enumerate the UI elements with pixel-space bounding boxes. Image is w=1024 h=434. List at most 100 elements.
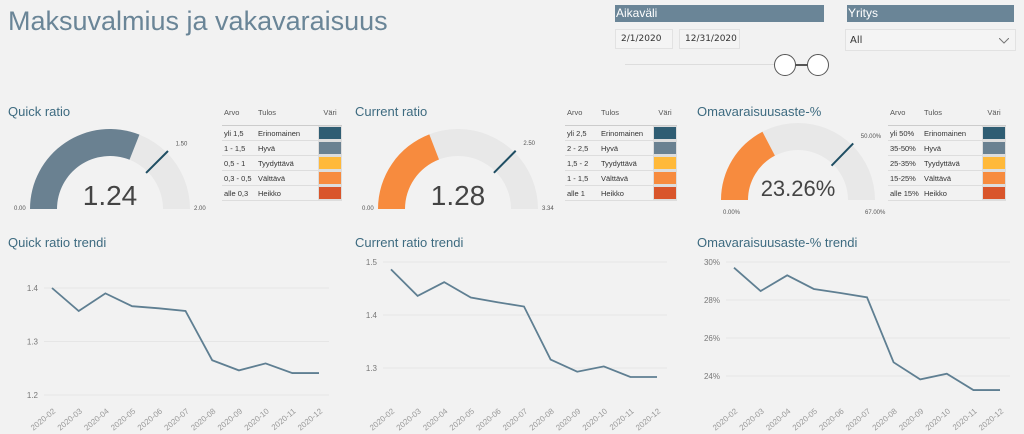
legend-range: 2 - 2,5 [567,143,589,153]
x-tick-label: 2020-08 [189,406,218,432]
legend-range: alle 15% [890,188,919,198]
x-tick-label: 2020-03 [395,406,424,432]
company-dropdown-value: All [850,35,863,46]
date-slider-track[interactable] [625,64,815,65]
legend-color-swatch [318,171,342,185]
legend-result: Erinomainen [601,128,644,138]
x-tick-label: 2020-11 [270,406,298,432]
x-tick-label: 2020-11 [951,406,979,432]
y-tick-label: 30% [704,258,720,267]
x-tick-label: 2020-04 [82,406,111,432]
chart-title: Omavaraisuusaste-% trendi [697,235,858,250]
legend-color-swatch [982,186,1006,200]
legend-range: 0,5 - 1 [224,158,246,168]
gauge-value: 1.28 [431,180,486,211]
trend-line [390,268,657,378]
gauge-title: Omavaraisuusaste-% [697,104,822,119]
legend-color-swatch [982,171,1006,185]
period-slicer: Aikaväli [615,5,824,22]
legend-table: Arvo Tulos Väri yli 50% Erinomainen 35-50% Hyv… [888,108,1006,201]
gauge-value: 1.24 [83,180,138,211]
y-tick-label: 1.2 [27,391,39,400]
end-date-input[interactable]: 12/31/2020 [679,29,740,49]
legend-column-header[interactable]: Arvo [567,108,583,117]
gauge-title: Quick ratio [8,104,71,119]
legend-row: yli 50% Erinomainen [888,126,1006,141]
x-tick-label: 2020-12 [977,406,1006,432]
gauge-min-label: 0.00 [14,206,26,212]
line-chart: 1.31.41.52020-022020-032020-042020-05202… [366,258,667,432]
y-tick-label: 1.4 [27,284,39,293]
gauge-target-label: 50.00% [861,134,882,140]
company-slicer-header: Yritys [847,5,1014,22]
legend-column-header[interactable]: Arvo [890,108,906,117]
legend-color-swatch [318,186,342,200]
legend-column-header[interactable]: Tulos [924,108,943,117]
y-tick-label: 28% [704,296,720,305]
x-tick-label: 2020-06 [136,406,165,432]
legend-header: Arvo Tulos Väri [565,108,677,126]
company-dropdown[interactable]: All [845,29,1016,51]
date-slider-start-handle[interactable] [774,54,796,76]
gauge: 1.24 0.00 2.00 1.50 [14,128,206,212]
legend-result: Välttävä [601,173,629,183]
gauge-max-label: 67.00% [865,210,886,216]
legend-result: Erinomainen [258,128,301,138]
x-tick-label: 2020-06 [817,406,846,432]
legend-result: Hyvä [258,143,276,153]
legend-result: Heikko [258,188,281,198]
date-slider-end-handle[interactable] [807,54,829,76]
gauge-fill [30,128,140,209]
x-tick-label: 2020-07 [501,406,530,432]
legend-range: 0,3 - 0,5 [224,173,252,183]
legend-row: alle 0,3 Heikko [222,186,342,201]
legend-table: Arvo Tulos Väri yli 2,5 Erinomainen 2 - 2,5 Hy… [565,108,677,201]
y-tick-label: 26% [704,334,720,343]
legend-result: Tyydyttävä [258,158,294,168]
legend-range: alle 0,3 [224,188,249,198]
x-tick-label: 2020-02 [368,406,397,432]
x-tick-label: 2020-08 [528,406,557,432]
legend-range: alle 1 [567,188,585,198]
x-tick-label: 2020-05 [791,406,820,432]
legend-color-swatch [653,171,677,185]
legend-range: yli 2,5 [567,128,587,138]
start-date-input[interactable]: 2/1/2020 [615,29,673,49]
x-tick-label: 2020-12 [296,406,325,432]
y-tick-label: 1.5 [366,258,378,267]
y-tick-label: 1.4 [366,311,378,320]
x-tick-label: 2020-09 [897,406,926,432]
chart-title: Quick ratio trendi [8,235,107,250]
legend-range: 15-25% [890,173,916,183]
legend-row: 35-50% Hyvä [888,141,1006,156]
legend-result: Heikko [924,188,947,198]
legend-row: 1,5 - 2 Tyydyttävä [565,156,677,171]
legend-color-swatch [982,156,1006,170]
x-tick-label: 2020-04 [764,406,793,432]
legend-color-swatch [982,126,1006,140]
x-tick-label: 2020-08 [871,406,900,432]
legend-column-header[interactable]: Väri [987,108,1001,117]
legend-color-swatch [318,141,342,155]
legend-column-header[interactable]: Tulos [601,108,620,117]
legend-range: 1 - 1,5 [224,143,246,153]
legend-result: Erinomainen [924,128,967,138]
legend-result: Välttävä [924,173,952,183]
legend-row: 0,3 - 0,5 Välttävä [222,171,342,186]
legend-color-swatch [982,141,1006,155]
x-tick-label: 2020-06 [474,406,503,432]
legend-column-header[interactable]: Väri [323,108,337,117]
gauge-target-marker [830,142,854,167]
trend-line [51,287,319,374]
legend-color-swatch [653,156,677,170]
gauge-value: 23.26% [761,176,836,201]
y-tick-label: 24% [704,372,720,381]
legend-column-header[interactable]: Arvo [224,108,240,117]
gauge-min-label: 0.00 [362,206,374,212]
legend-column-header[interactable]: Tulos [258,108,277,117]
legend-range: 1 - 1,5 [567,173,589,183]
legend-range: yli 50% [890,128,915,138]
y-tick-label: 1.3 [27,338,39,347]
legend-column-header[interactable]: Väri [658,108,672,117]
legend-row: alle 1 Heikko [565,186,677,201]
